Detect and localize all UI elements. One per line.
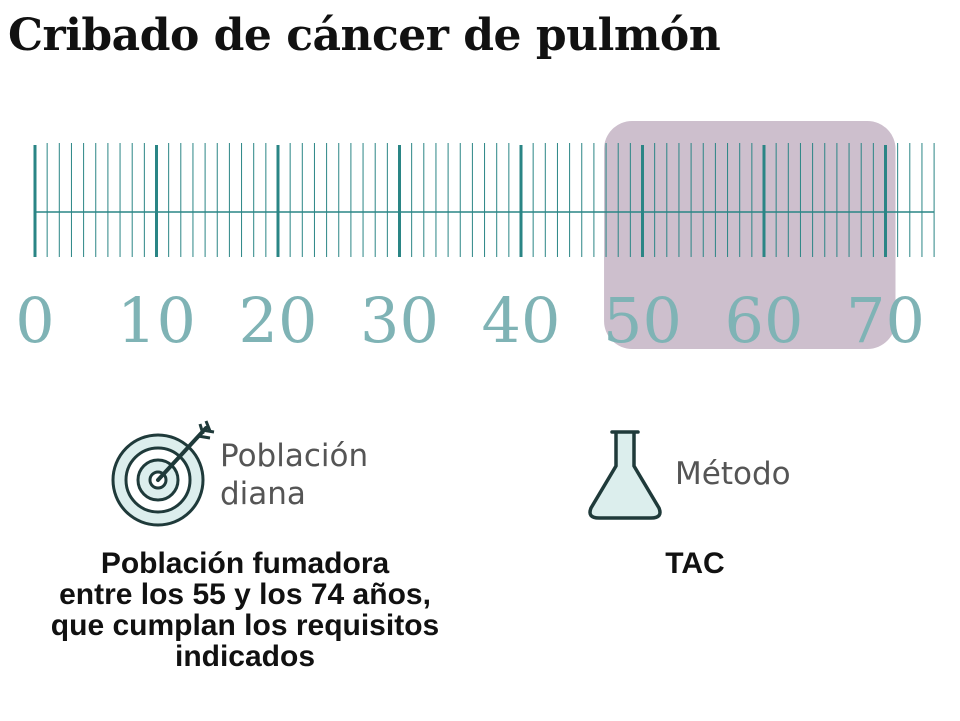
target-description-line4: indicados — [174, 640, 316, 673]
tick-label: 70 — [846, 284, 925, 357]
tick-label: 0 — [15, 284, 54, 357]
tick-label: 10 — [117, 284, 196, 357]
target-label: Población diana — [220, 437, 368, 513]
target-description: Población fumadora entre los 55 y los 74… — [0, 548, 490, 672]
flask-icon — [585, 428, 665, 523]
tick-label: 20 — [239, 284, 318, 357]
target-description-line3: que cumplan los requisitos — [50, 609, 440, 642]
target-description-line2: entre los 55 y los 74 años, — [59, 578, 431, 611]
age-ruler: 0 10 20 30 40 50 60 70 — [15, 121, 935, 357]
method-value: TAC — [665, 547, 725, 580]
tick-label: 50 — [603, 284, 682, 357]
target-label-line1: Población — [220, 438, 369, 474]
tick-label: 40 — [482, 284, 561, 357]
target-icon — [110, 418, 230, 528]
method-label: Método — [675, 456, 791, 492]
target-description-line1: Población fumadora — [100, 547, 390, 580]
target-label-line2: diana — [220, 476, 306, 512]
tick-label: 60 — [725, 284, 804, 357]
age-range-highlight — [604, 121, 896, 349]
tick-label: 30 — [360, 284, 439, 357]
page-title: Cribado de cáncer de pulmón — [8, 10, 721, 61]
